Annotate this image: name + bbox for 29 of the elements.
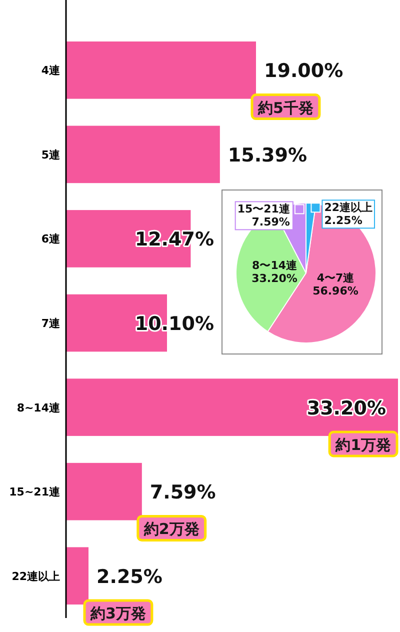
bar [66,462,142,520]
bar [66,126,220,184]
y-tick-label: 6連 [41,232,61,246]
data-label: 15.39% [228,144,308,166]
y-tick-label: 5連 [41,148,61,162]
annotation: 約1万発 [334,436,391,454]
bar [66,41,256,99]
y-tick-label: 22連以上 [12,570,60,583]
legend-label: 22連以上 [324,201,373,214]
data-label: 56.96% [312,284,358,298]
y-tick-label: 7連 [41,317,61,330]
slice-label: 8〜14連 [252,258,298,272]
slice-label: 15〜21連 [237,202,291,216]
data-label: 7.59% [150,482,216,504]
annotation: 約2万発 [142,520,200,538]
data-label: 33.20% [306,397,386,420]
annotation: 約3万発 [90,604,146,623]
y-tick-label: 8~14連 [16,401,61,414]
bar [66,547,88,605]
annotation: 約5千発 [257,98,314,117]
y-tick-label: 4連 [41,64,61,78]
bar [66,378,398,436]
data-label: 33.20% [252,272,298,285]
data-label: 7.59% [252,216,290,229]
data-label: 19.00% [264,60,344,82]
data-label: 2.25% [96,566,162,588]
y-tick-label: 15~21連 [9,486,61,499]
slice-label: 4〜7連 [316,272,356,285]
data-label: 2.25% [324,214,362,228]
